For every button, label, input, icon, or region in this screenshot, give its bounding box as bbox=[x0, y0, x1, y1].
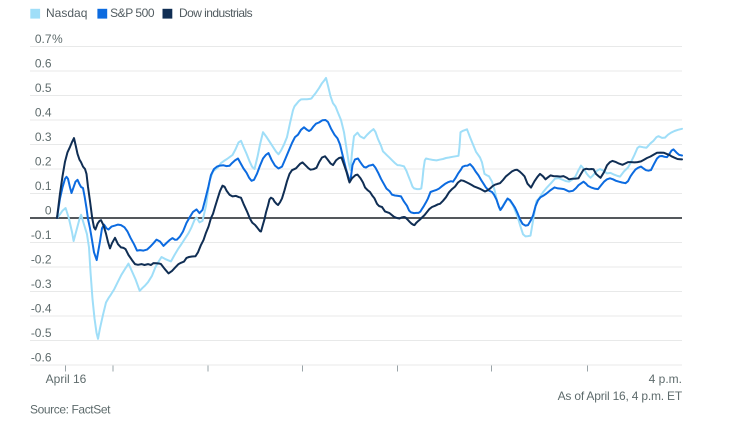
svg-text:Source: FactSet: Source: FactSet bbox=[30, 403, 111, 417]
svg-text:Dow industrials: Dow industrials bbox=[179, 6, 253, 20]
svg-text:S&P 500: S&P 500 bbox=[110, 6, 155, 20]
svg-text:0.1: 0.1 bbox=[35, 179, 52, 193]
svg-text:0.4: 0.4 bbox=[35, 106, 52, 120]
svg-text:0: 0 bbox=[45, 204, 52, 218]
svg-text:0.5: 0.5 bbox=[35, 81, 52, 95]
svg-text:%: % bbox=[52, 32, 63, 46]
svg-text:0.6: 0.6 bbox=[35, 57, 52, 71]
svg-text:-0.2: -0.2 bbox=[31, 253, 52, 267]
svg-text:-0.5: -0.5 bbox=[31, 326, 52, 340]
svg-text:0.3: 0.3 bbox=[35, 130, 52, 144]
svg-text:0.2: 0.2 bbox=[35, 155, 52, 169]
svg-text:As of April 16, 4 p.m. ET: As of April 16, 4 p.m. ET bbox=[558, 389, 683, 403]
svg-text:April 16: April 16 bbox=[46, 372, 87, 386]
svg-text:-0.1: -0.1 bbox=[31, 228, 52, 242]
svg-text:0.7: 0.7 bbox=[35, 32, 52, 46]
svg-text:4 p.m.: 4 p.m. bbox=[649, 372, 682, 386]
svg-text:-0.3: -0.3 bbox=[31, 277, 52, 291]
svg-text:-0.4: -0.4 bbox=[31, 302, 52, 316]
svg-text:-0.6: -0.6 bbox=[31, 351, 52, 365]
svg-text:Nasdaq: Nasdaq bbox=[46, 6, 87, 20]
